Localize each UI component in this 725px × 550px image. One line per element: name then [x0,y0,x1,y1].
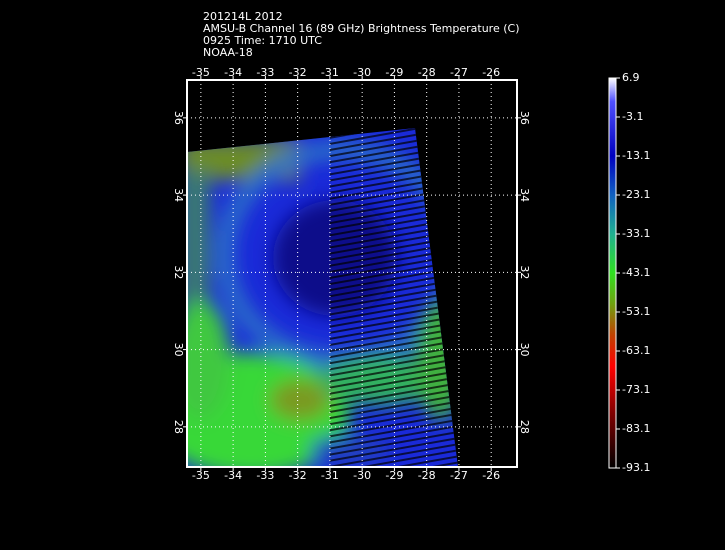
lat-tick-label: 30 [172,343,185,357]
title-line: NOAA-18 [203,46,253,59]
colorbar [608,77,617,469]
lon-tick-label: -27 [450,469,468,482]
colorbar-label: -63.1 [622,344,650,357]
colorbar-label: -3.1 [622,110,643,123]
lat-tick-label: 28 [518,420,531,434]
lat-tick-label: 32 [518,265,531,279]
lon-tick-label: -35 [192,66,210,79]
colorbar-label: -23.1 [622,188,650,201]
lat-tick-label: 34 [172,188,185,202]
lat-tick-label: 28 [172,420,185,434]
lon-tick-label: -28 [418,66,436,79]
title-line: 201214L 2012 [203,10,283,23]
lon-tick-label: -33 [256,469,274,482]
title-line: AMSU-B Channel 16 (89 GHz) Brightness Te… [203,22,520,35]
lon-tick-label: -31 [321,469,339,482]
lat-tick-label: 34 [518,188,531,202]
colorbar-label: -83.1 [622,422,650,435]
lon-tick-label: -29 [385,469,403,482]
lon-tick-label: -33 [256,66,274,79]
lon-tick-label: -31 [321,66,339,79]
map-frame [186,79,518,468]
lon-tick-label: -27 [450,66,468,79]
lon-tick-label: -32 [289,66,307,79]
lon-tick-label: -30 [353,66,371,79]
lon-tick-label: -34 [224,66,242,79]
title-line: 0925 Time: 1710 UTC [203,34,322,47]
colorbar-label: -13.1 [622,149,650,162]
lon-tick-label: -32 [289,469,307,482]
lat-tick-label: 30 [518,343,531,357]
lat-tick-label: 36 [518,111,531,125]
colorbar-label: -93.1 [622,461,650,474]
lon-tick-label: -26 [482,66,500,79]
lat-tick-label: 32 [172,265,185,279]
lon-tick-label: -29 [385,66,403,79]
lon-tick-label: -26 [482,469,500,482]
colorbar-label: -53.1 [622,305,650,318]
colorbar-label: -73.1 [622,383,650,396]
colorbar-label: 6.9 [622,71,640,84]
imagery [187,128,458,467]
lat-tick-label: 36 [172,111,185,125]
lon-tick-label: -34 [224,469,242,482]
colorbar-label: -43.1 [622,266,650,279]
lon-tick-label: -35 [192,469,210,482]
colorbar-label: -33.1 [622,227,650,240]
lon-tick-label: -30 [353,469,371,482]
lon-tick-label: -28 [418,469,436,482]
